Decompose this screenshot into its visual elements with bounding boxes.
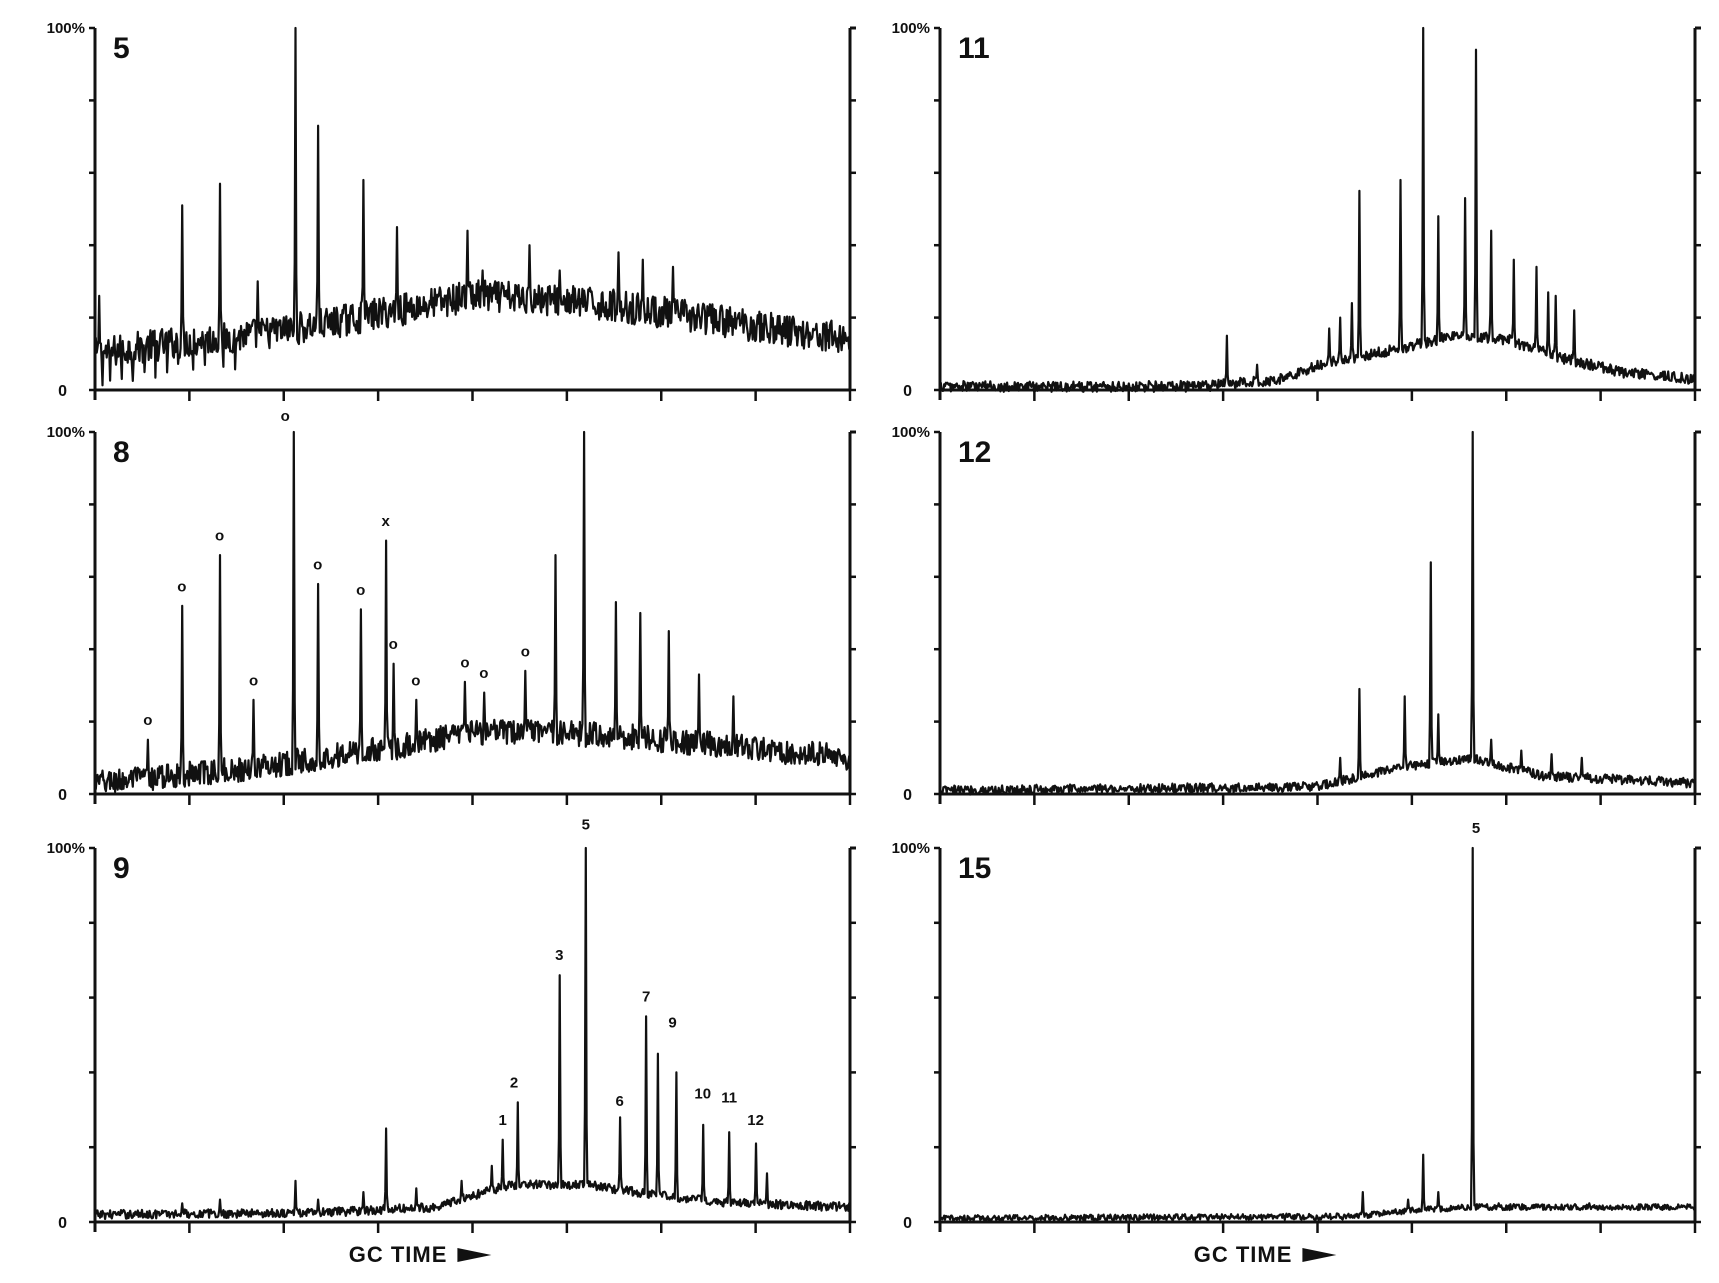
peak-marker-label: o xyxy=(281,408,290,425)
peak-marker-label: o xyxy=(356,582,365,599)
chromatogram-panel-15: 100% 0 15 5 GC TIME xyxy=(892,820,1701,1267)
chromatogram-trace xyxy=(93,430,852,793)
peak-marker-label: 9 xyxy=(668,1015,676,1032)
x-axis-label: GC TIME xyxy=(349,1242,448,1267)
peak-marker-label: 7 xyxy=(642,988,650,1005)
peak-marker-label: x xyxy=(382,513,391,530)
y-label-top: 100% xyxy=(892,424,930,441)
peak-marker-label: 5 xyxy=(1472,820,1480,837)
peak-marker-label: o xyxy=(479,665,488,682)
y-label-bottom: 0 xyxy=(58,787,67,804)
y-label-bottom: 0 xyxy=(903,383,912,400)
chromatogram-trace xyxy=(93,26,852,387)
chromatogram-panel-11: 100% 0 11 xyxy=(892,20,1701,401)
peak-marker-label: 3 xyxy=(555,947,563,964)
panel-number: 11 xyxy=(958,32,990,65)
peak-marker-label: o xyxy=(143,712,152,729)
y-label-top: 100% xyxy=(892,20,930,37)
chromatogram-panel-12: 100% 0 12 xyxy=(892,424,1701,805)
chromatogram-trace xyxy=(938,430,1697,796)
peak-marker-label: 10 xyxy=(694,1086,711,1103)
peak-marker-label: 11 xyxy=(721,1089,737,1106)
peak-marker-label: o xyxy=(521,643,530,660)
peak-marker-label: o xyxy=(389,636,398,653)
x-axis-label: GC TIME xyxy=(1194,1242,1293,1267)
panel-number: 5 xyxy=(113,32,130,65)
peak-marker-label: o xyxy=(215,528,224,545)
y-label-top: 100% xyxy=(47,20,85,37)
chromatogram-panel-5: 100% 0 5 xyxy=(47,20,856,401)
y-label-bottom: 0 xyxy=(903,787,912,804)
peak-marker-label: 12 xyxy=(747,1112,764,1129)
peak-marker-label: 1 xyxy=(499,1112,507,1129)
peak-marker-label: o xyxy=(177,578,186,595)
panel-number: 12 xyxy=(958,436,991,469)
panel-number: 8 xyxy=(113,436,130,469)
peak-marker-label: o xyxy=(460,654,469,671)
peak-marker-label: 2 xyxy=(510,1074,518,1091)
peak-marker-label: o xyxy=(313,557,322,574)
y-label-bottom: 0 xyxy=(58,1215,67,1232)
y-label-top: 100% xyxy=(892,840,930,857)
peak-marker-label: 5 xyxy=(582,816,590,833)
time-arrow-icon xyxy=(1302,1248,1337,1262)
y-label-bottom: 0 xyxy=(903,1215,912,1232)
chromatogram-trace xyxy=(93,846,852,1220)
chromatogram-trace xyxy=(938,846,1696,1223)
panel-number: 15 xyxy=(958,852,991,885)
peak-marker-label: o xyxy=(411,672,420,689)
peak-marker-label: 6 xyxy=(616,1093,624,1110)
y-label-top: 100% xyxy=(47,840,85,857)
y-label-top: 100% xyxy=(47,424,85,441)
panel-number: 9 xyxy=(113,852,130,885)
chromatogram-trace xyxy=(939,26,1696,393)
peak-marker-label: o xyxy=(249,672,258,689)
time-arrow-icon xyxy=(457,1248,492,1262)
y-label-bottom: 0 xyxy=(58,383,67,400)
